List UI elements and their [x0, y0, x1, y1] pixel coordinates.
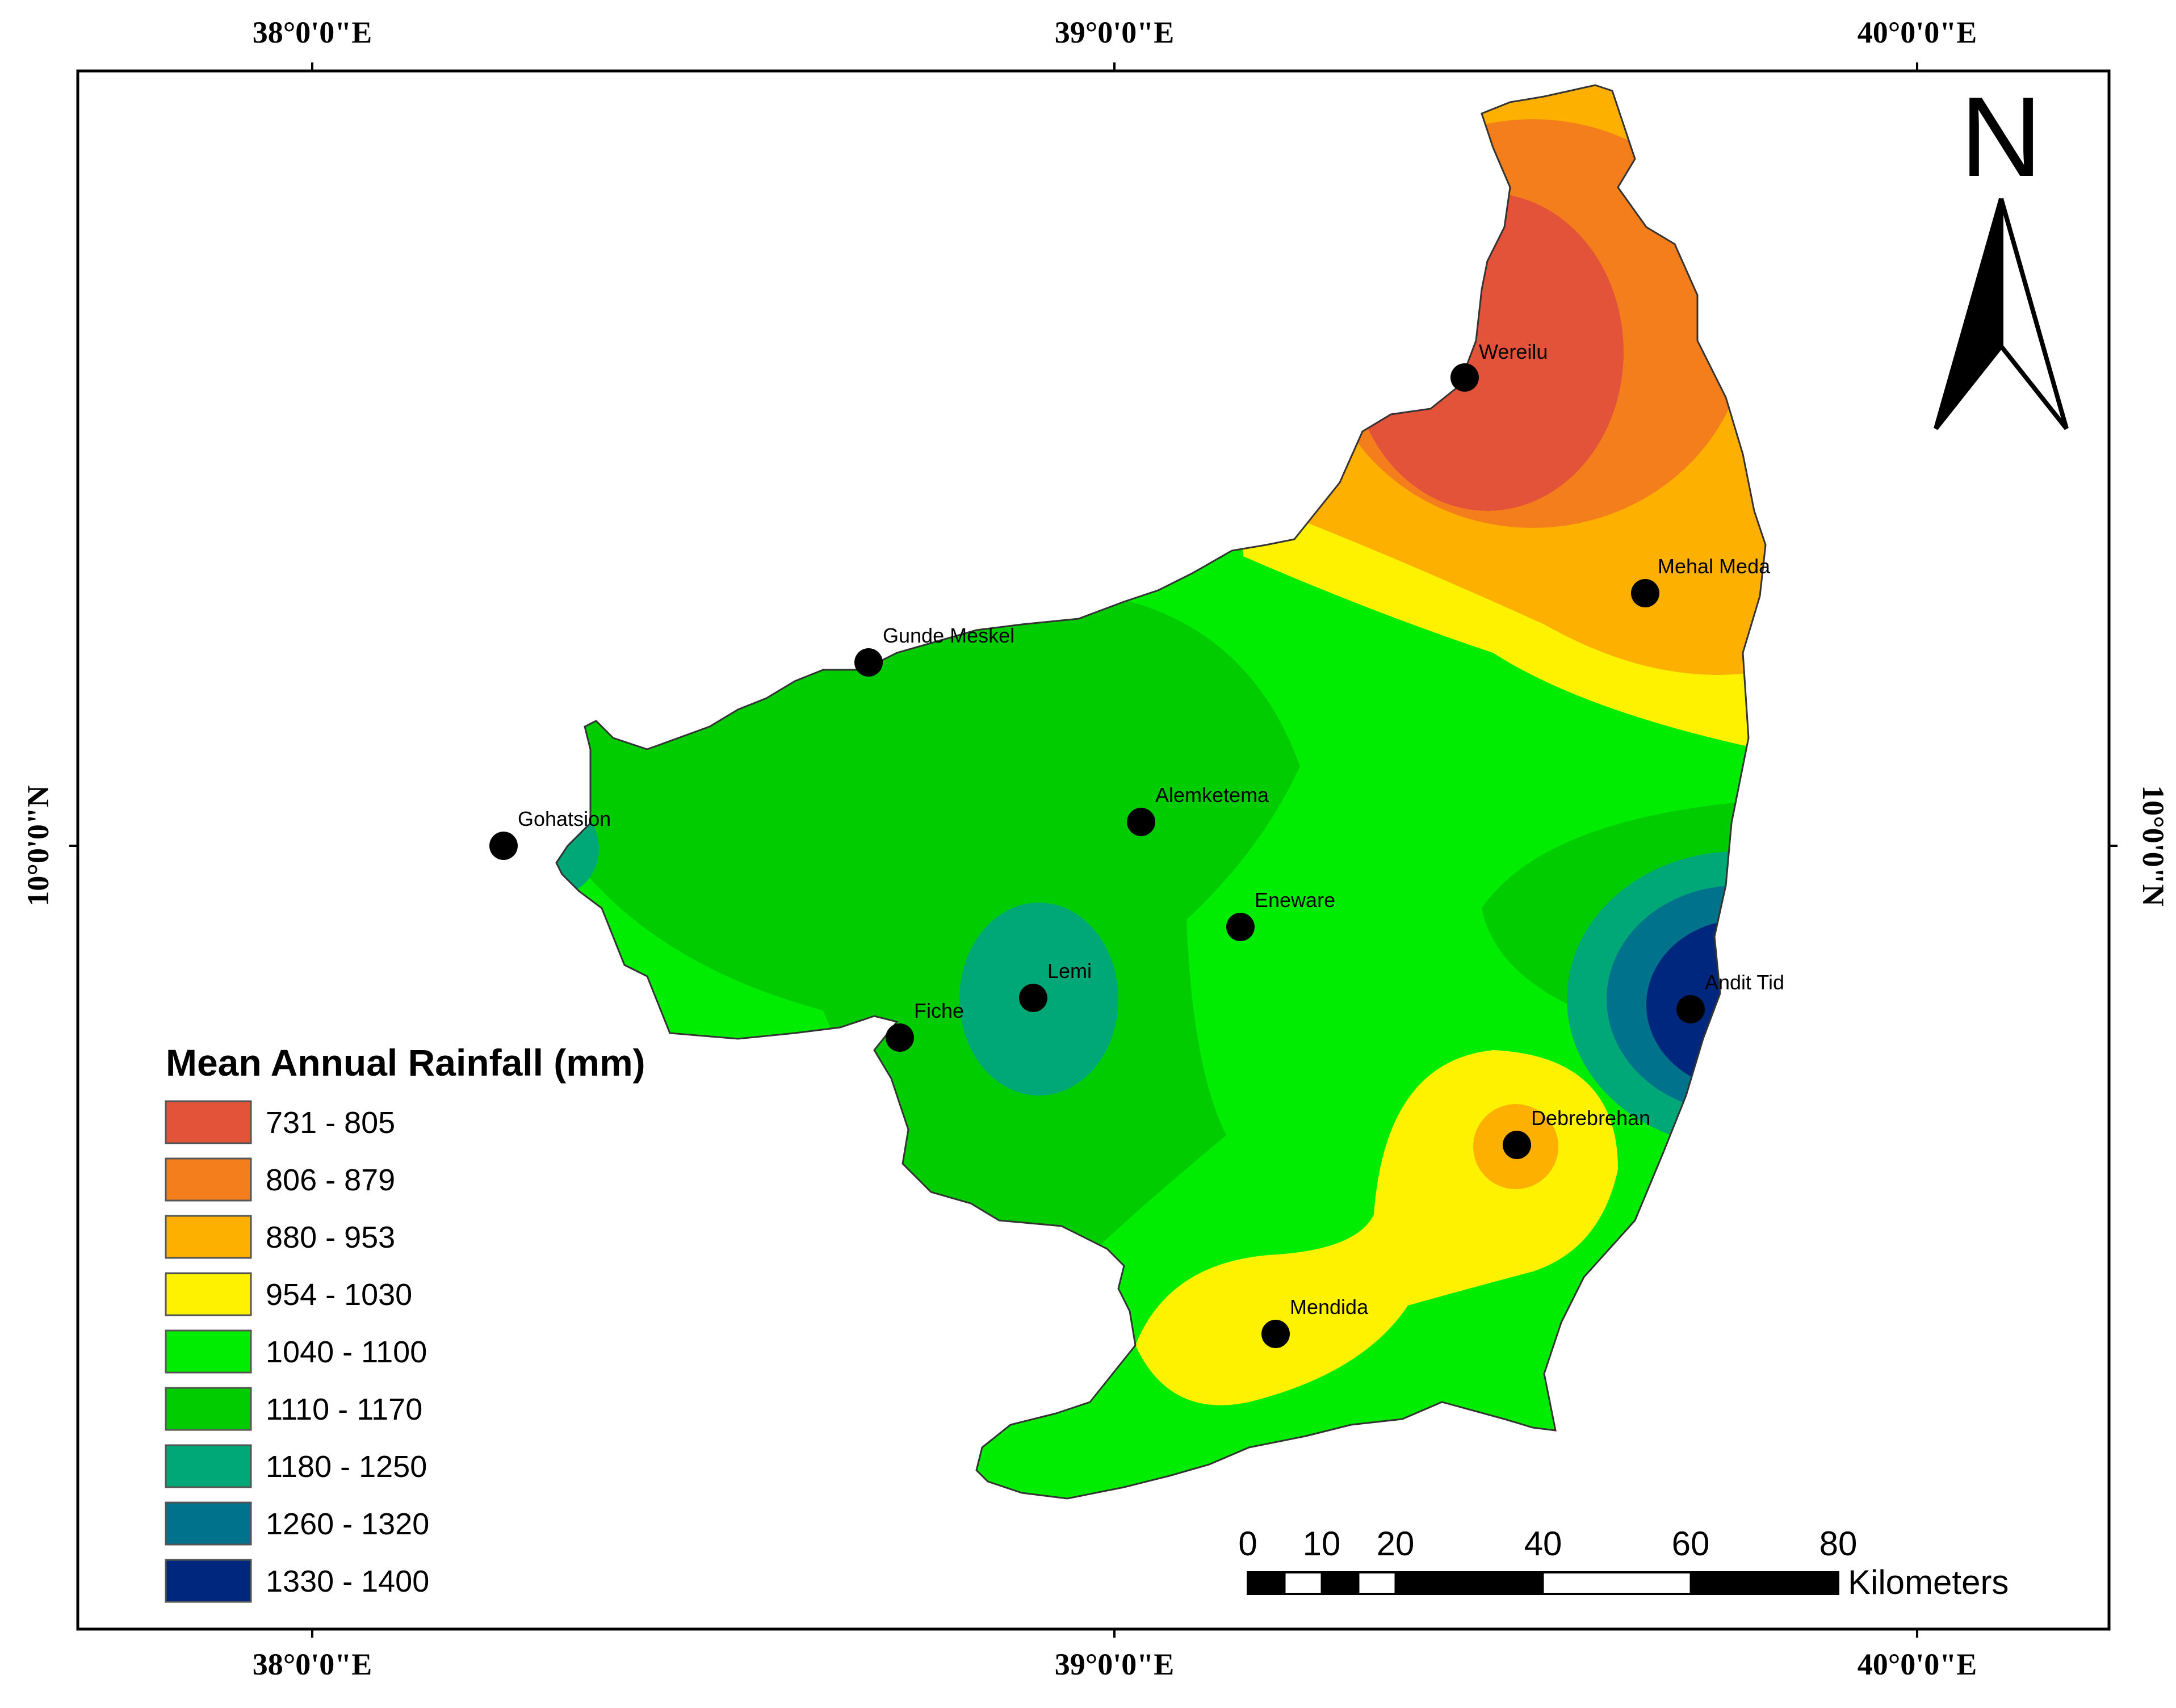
scale-bar-segments — [1247, 1571, 1839, 1595]
station-marker — [1631, 579, 1659, 607]
station-marker — [1676, 995, 1705, 1023]
station-marker — [1019, 984, 1047, 1012]
legend-swatch — [165, 1559, 252, 1603]
legend-label: 1330 - 1400 — [266, 1564, 429, 1598]
legend-swatch — [165, 1157, 252, 1202]
station-fiche: Fiche — [886, 999, 964, 1052]
station-lemi: Lemi — [1019, 959, 1092, 1012]
station-marker — [1261, 1320, 1290, 1348]
scale-tick-label: 60 — [1672, 1525, 1710, 1563]
station-gunde-meskel: Gunde Meskel — [854, 624, 1014, 677]
station-marker — [1450, 363, 1479, 392]
station-layer: Wereilu Mehal Meda Gunde Meskel Alemkete… — [489, 340, 1784, 1348]
legend-swatch — [165, 1444, 252, 1488]
legend: Mean Annual Rainfall (mm) 731 - 805 806 -… — [165, 1042, 645, 1603]
legend-swatch — [165, 1215, 252, 1259]
legend-label: 880 - 953 — [266, 1220, 395, 1254]
legend-label: 954 - 1030 — [266, 1278, 412, 1312]
graticule-label-bottom: 40°0'0"E — [1858, 1647, 1977, 1681]
scale-tick-label: 0 — [1238, 1525, 1257, 1563]
scale-tick-label: 80 — [1819, 1525, 1858, 1563]
legend-label: 1040 - 1100 — [266, 1335, 427, 1369]
station-debrebrehan: Debrebrehan — [1503, 1106, 1650, 1159]
station-marker — [854, 648, 883, 677]
graticule-ticks — [69, 62, 2118, 1638]
station-label: Lemi — [1047, 959, 1092, 983]
legend-items: 731 - 805 806 - 879 880 - 953 954 - 1030 104… — [165, 1100, 429, 1603]
station-alemketema: Alemketema — [1127, 783, 1269, 836]
graticule-label-top: 39°0'0"E — [1055, 15, 1175, 49]
graticule-label-left: 10°0'0"N — [21, 785, 55, 907]
legend-title: Mean Annual Rainfall (mm) — [166, 1042, 645, 1084]
station-andit-tid: Andit Tid — [1676, 971, 1784, 1023]
station-label: Eneware — [1255, 888, 1335, 912]
scale-bar: 0 10 20 40 60 80 Kilometers — [1238, 1525, 2009, 1601]
graticule-label-bottom: 38°0'0"E — [253, 1647, 372, 1681]
legend-swatch — [165, 1329, 252, 1374]
station-marker — [886, 1023, 914, 1052]
station-gohatsion: Gohatsion — [489, 807, 611, 860]
legend-label: 806 - 879 — [266, 1163, 395, 1197]
scale-unit-label: Kilometers — [1848, 1563, 2009, 1601]
scale-tick-label: 40 — [1524, 1525, 1562, 1563]
station-label: Gohatsion — [518, 807, 611, 830]
station-marker — [1127, 808, 1155, 836]
station-label: Alemketema — [1155, 783, 1269, 807]
station-mehal-meda: Mehal Meda — [1631, 555, 1771, 607]
scale-tick-label: 20 — [1377, 1525, 1415, 1563]
graticule-label-top: 40°0'0"E — [1858, 15, 1977, 49]
station-label: Gunde Meskel — [883, 624, 1014, 647]
legend-swatch — [165, 1387, 252, 1431]
station-label: Fiche — [914, 999, 964, 1022]
legend-swatch — [165, 1272, 252, 1316]
station-label: Andit Tid — [1705, 971, 1784, 994]
station-eneware: Eneware — [1226, 888, 1335, 941]
station-marker — [1503, 1131, 1531, 1159]
legend-label: 1110 - 1170 — [266, 1392, 422, 1426]
station-mendida: Mendida — [1261, 1295, 1369, 1348]
legend-label: 1260 - 1320 — [266, 1507, 429, 1541]
north-label: N — [1960, 74, 2042, 200]
legend-label: 731 - 805 — [266, 1106, 395, 1140]
north-arrow-icon — [1934, 198, 2069, 430]
station-label: Mendida — [1290, 1295, 1369, 1319]
legend-swatch — [165, 1100, 252, 1144]
station-label: Debrebrehan — [1531, 1106, 1650, 1130]
station-label: Wereilu — [1479, 340, 1548, 363]
scale-tick-label: 10 — [1303, 1525, 1341, 1563]
station-label: Mehal Meda — [1658, 555, 1771, 578]
legend-swatch — [165, 1501, 252, 1546]
station-wereilu: Wereilu — [1450, 340, 1548, 392]
graticule-label-right: 10°0'0"N — [2136, 785, 2170, 907]
zone-1110-1170 — [568, 568, 1300, 1266]
station-marker — [1226, 913, 1255, 941]
graticule-label-bottom: 39°0'0"E — [1055, 1647, 1175, 1681]
graticule-label-top: 38°0'0"E — [253, 15, 372, 49]
north-arrow: N — [1934, 74, 2069, 430]
legend-label: 1180 - 1250 — [266, 1450, 427, 1484]
station-marker — [489, 832, 518, 860]
